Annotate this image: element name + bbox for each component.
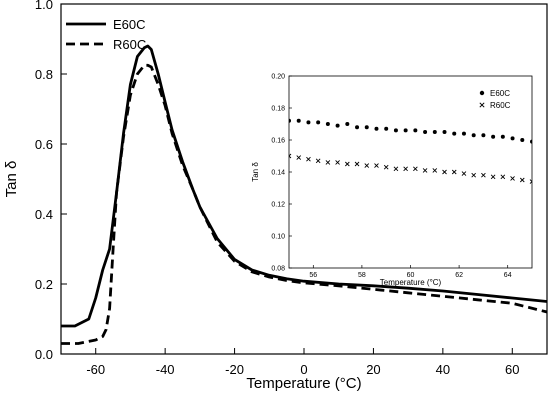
inset-point-e60c: [423, 130, 428, 134]
inset-point-e60c: [471, 133, 476, 138]
inset-x-tick-label: 62: [455, 272, 463, 279]
inset-point-r60c: [289, 153, 292, 159]
main-y-tick-label: 0.2: [35, 277, 53, 292]
main-x-axis-title: Temperature (°C): [246, 375, 361, 392]
inset-point-e60c: [403, 128, 408, 133]
inset-y-tick-label: 0.10: [271, 234, 285, 241]
main-y-tick-label: 0.0: [35, 347, 53, 362]
main-legend: E60C R60C: [66, 17, 146, 52]
inset-point-e60c: [393, 128, 398, 133]
main-x-tick-label: -40: [156, 362, 175, 377]
inset-legend-swatch-r60c: [479, 102, 485, 108]
inset-point-e60c: [442, 130, 447, 134]
inset-point-e60c: [289, 118, 291, 123]
inset-point-r60c: [432, 168, 438, 173]
main-x-tick-label: 60: [505, 362, 519, 377]
main-legend-label-e60c: E60C: [113, 17, 146, 32]
inset-point-r60c: [471, 172, 476, 178]
inset-point-r60c: [335, 160, 340, 165]
inset-point-r60c: [354, 161, 360, 167]
main-y-tick-label: 0.4: [35, 207, 53, 222]
inset-y-tick-label: 0.14: [271, 170, 285, 177]
main-x-tick-label: -60: [86, 362, 105, 377]
inset-point-r60c: [383, 164, 389, 170]
inset-point-e60c: [306, 120, 311, 125]
main-plot-area: [61, 44, 547, 345]
inset-point-r60c: [403, 166, 408, 172]
inset-point-e60c: [432, 130, 437, 134]
inset-point-e60c: [384, 126, 389, 131]
inset-legend-label-e60c: E60C: [490, 89, 510, 98]
inset-point-r60c: [374, 163, 379, 168]
inset-point-e60c: [481, 133, 486, 138]
inset-point-r60c: [529, 179, 532, 184]
inset-point-e60c: [355, 125, 360, 130]
inset-point-e60c: [345, 122, 350, 126]
inset-y-tick-label: 0.12: [271, 202, 285, 209]
main-legend-label-r60c: R60C: [113, 37, 146, 52]
inset-point-r60c: [461, 171, 467, 176]
inset-legend-swatch-e60c: [479, 90, 485, 96]
inset-x-axis-title: Temperature (°C): [380, 278, 442, 287]
inset-point-e60c: [413, 128, 418, 133]
inset-x-tick-label: 58: [358, 272, 366, 279]
inset-point-e60c: [461, 131, 466, 136]
main-y-axis-title: Tan δ: [3, 161, 20, 198]
inset-point-r60c: [422, 168, 428, 173]
inset-x-tick-label: 64: [504, 272, 512, 279]
main-x-tick-label: -20: [225, 362, 244, 377]
inset-x-tick-label: 60: [407, 272, 415, 279]
inset-chart: 56 58 60 62 64 0.08 0.10 0.12 0.14 0.16 0.18 0.20 Te…: [251, 74, 533, 287]
inset-point-e60c: [316, 120, 321, 125]
inset-point-r60c: [490, 174, 496, 180]
main-y-tick-label: 0.6: [35, 137, 53, 152]
inset-point-r60c: [442, 169, 447, 175]
inset-point-r60c: [451, 169, 457, 175]
inset-y-axis-title: Tan δ: [251, 162, 260, 182]
inset-x-tick-label: 56: [309, 272, 317, 279]
inset-point-e60c: [510, 136, 515, 141]
inset-point-e60c: [500, 134, 505, 139]
inset-point-r60c: [519, 177, 525, 183]
inset-point-e60c: [364, 125, 369, 130]
inset-point-e60c: [452, 131, 457, 136]
inset-plot-area: [289, 118, 532, 184]
main-x-tick-label: 40: [436, 362, 450, 377]
inset-point-r60c: [393, 166, 399, 172]
main-series-line-r60c: [61, 63, 547, 345]
inset-plot-frame: [288, 75, 533, 269]
inset-point-e60c: [325, 122, 330, 126]
inset-point-r60c: [510, 176, 515, 181]
inset-point-r60c: [296, 155, 302, 160]
inset-point-e60c: [296, 118, 301, 123]
inset-y-tick-label: 0.18: [271, 106, 285, 113]
inset-legend: E60C R60C: [479, 89, 511, 110]
inset-y-tick-label: 0.16: [271, 138, 285, 145]
inset-point-r60c: [345, 161, 350, 167]
inset-point-e60c: [374, 126, 379, 131]
inset-y-tick-label: 0.08: [271, 266, 285, 273]
inset-legend-label-r60c: R60C: [490, 101, 511, 110]
inset-point-r60c: [364, 163, 370, 168]
main-x-tick-label: 20: [366, 362, 380, 377]
main-y-tick-label: 0.8: [35, 67, 53, 82]
inset-point-e60c: [530, 139, 532, 144]
main-x-tick-label: 0: [300, 362, 307, 377]
inset-y-tick-label: 0.20: [271, 74, 285, 81]
inset-point-r60c: [481, 172, 486, 178]
inset-point-r60c: [315, 158, 321, 164]
inset-point-e60c: [520, 138, 525, 142]
inset-point-r60c: [413, 166, 418, 172]
inset-point-e60c: [335, 123, 340, 128]
main-y-tick-label: 1.0: [35, 0, 53, 12]
inset-point-e60c: [491, 134, 496, 139]
inset-point-r60c: [325, 160, 331, 165]
inset-point-r60c: [500, 174, 506, 180]
inset-point-r60c: [306, 156, 311, 162]
